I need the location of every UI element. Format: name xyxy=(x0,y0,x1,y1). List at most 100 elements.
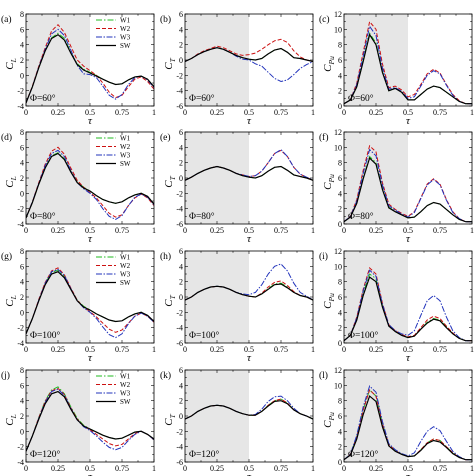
y-tick-label: -2 xyxy=(17,87,24,96)
phi-annotation: Φ=100° xyxy=(189,330,220,341)
legend-label: W2 xyxy=(120,381,131,389)
x-tick-label: 0.75 xyxy=(274,345,288,354)
panel-label: (f) xyxy=(319,132,329,143)
y-tick-label: 4 xyxy=(179,381,183,390)
series-line-sw xyxy=(344,156,472,223)
series-line-w3 xyxy=(26,268,154,339)
y-axis-label-main: C xyxy=(163,62,175,70)
x-tick-label: 0 xyxy=(183,108,187,117)
shaded-region xyxy=(185,14,249,106)
x-tick-label: 0.75 xyxy=(115,108,129,117)
y-tick-label: -6 xyxy=(176,339,183,348)
phi-annotation: Φ=80° xyxy=(30,211,56,222)
legend-label: W3 xyxy=(120,34,131,42)
y-tick-label: 6 xyxy=(179,247,183,256)
x-tick-label: 0 xyxy=(24,464,28,473)
y-tick-label: 6 xyxy=(179,366,183,375)
x-tick-label: 0.5 xyxy=(85,464,95,473)
shaded-region xyxy=(344,251,408,343)
y-tick-label: 8 xyxy=(338,397,342,406)
y-axis-label-main: C xyxy=(163,180,175,188)
y-axis-label-sub: T xyxy=(168,413,177,418)
x-tick-label: 0.25 xyxy=(210,226,224,235)
series-line-sw xyxy=(185,400,313,420)
y-axis-label: CPu xyxy=(322,56,336,72)
y-axis-label: CL xyxy=(4,295,18,307)
series-line-sw xyxy=(26,271,154,335)
y-axis-label-main: C xyxy=(322,182,334,190)
series-line-w3 xyxy=(344,269,472,342)
phi-annotation: Φ=60° xyxy=(348,93,374,104)
y-tick-label: 10 xyxy=(334,143,342,152)
phi-annotation: Φ=120° xyxy=(30,449,61,460)
x-tick-label: 0 xyxy=(342,226,346,235)
x-tick-label: 0.5 xyxy=(403,464,413,473)
shaded-region xyxy=(344,370,408,462)
y-tick-label: -4 xyxy=(17,339,24,348)
x-tick-label: 0.5 xyxy=(85,226,95,235)
series-line-w2 xyxy=(185,38,313,62)
x-tick-label: 0 xyxy=(24,345,28,354)
y-tick-label: 8 xyxy=(20,366,24,375)
x-tick-label: 0.5 xyxy=(244,345,254,354)
panel-k: -6 -4 -2 0 2 4 6 0 0.25 0.5 0.75 1 τ CT (k) Φ=120° xyxy=(160,366,315,476)
shaded-region xyxy=(185,251,249,343)
panel-a: -4 -2 0 2 4 6 8 0 0.25 0.5 0.75 1 τ CL (a) Φ=60° W1W2W3S… xyxy=(1,10,156,127)
x-tick-label: 0 xyxy=(183,464,187,473)
x-tick-label: 0 xyxy=(342,108,346,117)
series-line-w3 xyxy=(26,149,154,220)
y-axis-label-main: C xyxy=(4,180,16,188)
x-axis-label: τ xyxy=(88,115,93,127)
y-tick-label: 0 xyxy=(338,220,342,229)
y-tick-label: 8 xyxy=(338,41,342,50)
y-axis-label-main: C xyxy=(4,299,16,307)
x-tick-label: 0.75 xyxy=(433,464,447,473)
x-tick-label: 0 xyxy=(183,345,187,354)
y-tick-label: 4 xyxy=(338,427,342,436)
panel-label: (c) xyxy=(319,14,330,25)
phi-annotation: Φ=60° xyxy=(30,93,56,104)
y-tick-label: 2 xyxy=(20,412,24,421)
x-tick-label: 1 xyxy=(152,226,156,235)
legend-label: W3 xyxy=(120,271,131,279)
legend-label: W1 xyxy=(120,135,131,143)
panel-label: (i) xyxy=(319,251,328,262)
phi-annotation: Φ=100° xyxy=(30,330,61,341)
series-line-sw xyxy=(344,33,472,105)
x-tick-label: 0.75 xyxy=(274,464,288,473)
panel-f: 0 2 4 6 8 10 12 0 0.25 0.5 0.75 1 τ CPu (f) Φ=80° xyxy=(319,128,474,245)
series-line-w3 xyxy=(26,28,154,104)
x-axis-label: τ xyxy=(88,471,93,476)
y-tick-label: 2 xyxy=(179,41,183,50)
panel-label: (h) xyxy=(160,251,171,262)
series-line-w2 xyxy=(344,266,472,342)
series-line-w2 xyxy=(26,23,154,104)
x-tick-label: 0.75 xyxy=(115,226,129,235)
y-tick-label: 0 xyxy=(20,427,24,436)
y-tick-label: 6 xyxy=(338,174,342,183)
y-tick-label: -4 xyxy=(176,87,183,96)
legend-label: W2 xyxy=(120,25,131,33)
phi-annotation: Φ=120° xyxy=(348,449,379,460)
y-axis-label-sub: Pu xyxy=(327,174,336,184)
y-tick-label: 2 xyxy=(338,205,342,214)
y-axis-label: CT xyxy=(163,175,177,187)
y-tick-label: -2 xyxy=(176,71,183,80)
panel-g: -4 -2 0 2 4 6 8 0 0.25 0.5 0.75 1 τ CL (g) Φ=100° W1W2W3… xyxy=(1,247,156,364)
series-line-sw xyxy=(185,47,313,63)
x-tick-label: 0.25 xyxy=(210,345,224,354)
panel-e: -6 -4 -2 0 2 4 6 0 0.25 0.5 0.75 1 τ CT (e) Φ=80° xyxy=(160,128,315,245)
x-tick-label: 1 xyxy=(152,464,156,473)
y-tick-label: 8 xyxy=(338,278,342,287)
panel-label: (a) xyxy=(1,14,12,25)
x-tick-label: 0.5 xyxy=(403,226,413,235)
phi-annotation: Φ=80° xyxy=(189,211,215,222)
panel-label: (g) xyxy=(1,251,12,262)
panel-i: 0 2 4 6 8 10 12 0 0.25 0.5 0.75 1 τ CPu (i) Φ=100° xyxy=(319,247,474,364)
y-axis-label-sub: Pu xyxy=(327,293,336,303)
y-axis-label: CPu xyxy=(322,293,336,309)
y-tick-label: 6 xyxy=(179,128,183,137)
y-tick-label: -2 xyxy=(17,443,24,452)
y-tick-label: 4 xyxy=(338,189,342,198)
series-line-w2 xyxy=(344,20,472,105)
